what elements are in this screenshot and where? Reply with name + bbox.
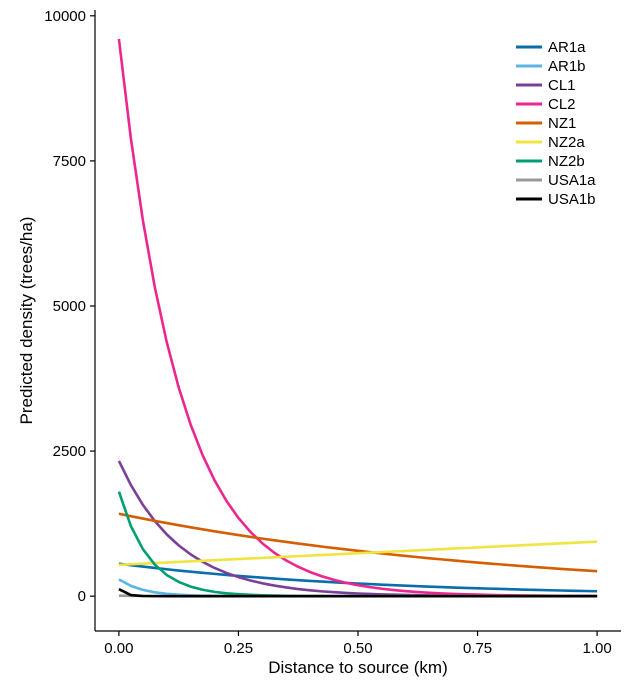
axes-layer (94, 10, 621, 632)
legend-label-nz2a: NZ2a (548, 134, 585, 151)
legend-label-cl2: CL2 (548, 96, 576, 113)
legend-label-cl1: CL1 (548, 77, 576, 94)
y-tick-label: 10000 (44, 8, 86, 25)
legend-label-usa1b: USA1b (548, 191, 596, 208)
y-tick-label: 7500 (53, 153, 86, 170)
x-tick-label: 0.00 (104, 640, 133, 657)
legend-label-ar1b: AR1b (548, 58, 586, 75)
x-ticks: 0.00 0.25 0.50 0.75 1.00 (104, 631, 612, 657)
legend-label-ar1a: AR1a (548, 39, 586, 56)
legend: AR1a AR1b CL1 CL2 NZ1 NZ2a NZ2b USA1a USA1b (516, 39, 596, 208)
x-tick-label: 0.25 (224, 640, 253, 657)
series-line-ar1a (118, 562, 598, 593)
y-tick-label: 5000 (53, 298, 86, 315)
legend-label-nz2b: NZ2b (548, 153, 585, 170)
legend-label-usa1a: USA1a (548, 172, 596, 189)
legend-label-nz1: NZ1 (548, 115, 576, 132)
y-tick-label: 0 (78, 588, 86, 605)
y-axis-title: Predicted density (trees/ha) (17, 217, 36, 425)
series-line-nz2a (118, 540, 598, 567)
series-line-nz1 (118, 512, 598, 573)
x-axis-title: Distance to source (km) (268, 658, 448, 677)
x-tick-label: 0.50 (343, 640, 372, 657)
x-tick-label: 0.75 (463, 640, 492, 657)
y-tick-label: 2500 (53, 443, 86, 460)
series-line-usa1b (118, 588, 598, 598)
series-layer (117, 38, 598, 598)
y-ticks: 0 2500 5000 7500 10000 (44, 8, 95, 605)
x-tick-label: 1.00 (582, 640, 611, 657)
